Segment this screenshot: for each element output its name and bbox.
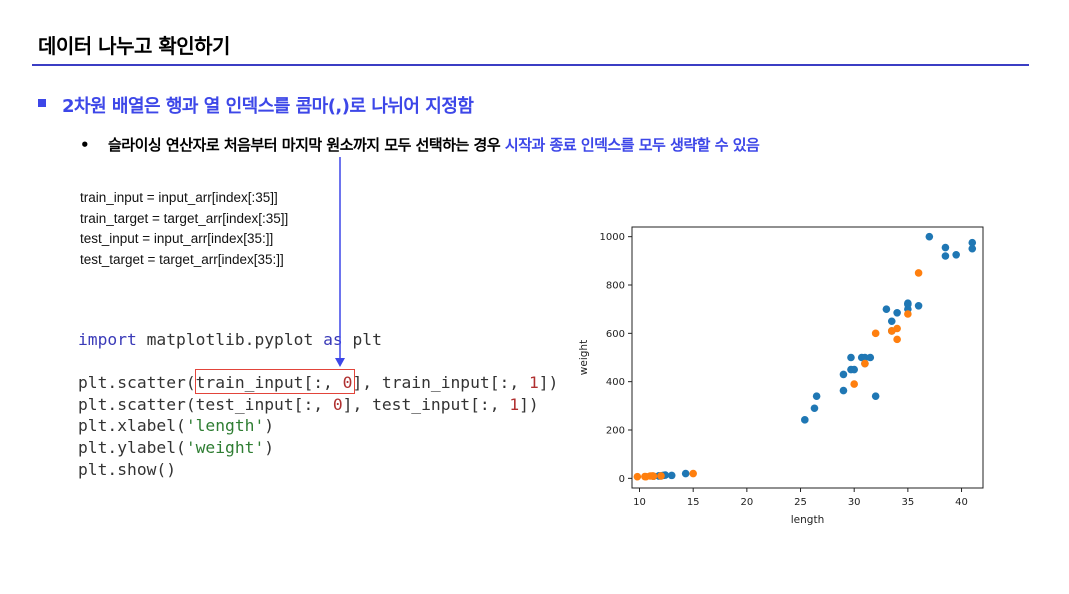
code-line: test_target = target_arr[index[35:]] bbox=[80, 251, 284, 267]
y-tick-label: 0 bbox=[619, 474, 625, 485]
train-point bbox=[801, 416, 809, 424]
code-line-show: plt.show() bbox=[78, 459, 177, 479]
y-tick-label: 1000 bbox=[600, 232, 625, 243]
code-line: test_input = input_arr[index[35:]] bbox=[80, 231, 274, 246]
test-point bbox=[861, 359, 869, 368]
x-tick-label: 10 bbox=[633, 497, 646, 508]
train-point bbox=[904, 300, 912, 309]
test-point bbox=[633, 472, 642, 481]
test-point bbox=[850, 380, 858, 388]
y-tick-label: 600 bbox=[606, 329, 625, 340]
train-point bbox=[893, 308, 901, 317]
bullet-slicing-note: 슬라이싱 연산자로 처음부터 마지막 원소까지 모두 선택하는 경우 시작과 종… bbox=[108, 134, 760, 155]
plot-code-block: import matplotlib.pyplot as plt plt.scat… bbox=[78, 329, 558, 480]
code-line-ylabel: plt.ylabel('weight') bbox=[78, 437, 275, 457]
test-point bbox=[904, 310, 912, 318]
title-divider bbox=[32, 64, 1029, 66]
train-point bbox=[968, 238, 977, 247]
test-point bbox=[914, 269, 923, 277]
code-line-scatter-test: plt.scatter(test_input[:, 0], test_input… bbox=[78, 394, 539, 414]
train-point bbox=[839, 386, 848, 395]
train-point bbox=[882, 305, 891, 313]
x-tick-label: 35 bbox=[901, 497, 914, 508]
y-axis-label: weight bbox=[578, 340, 590, 375]
code-line-scatter-train: plt.scatter(train_input[:, 0], train_inp… bbox=[78, 373, 559, 393]
test-point bbox=[871, 329, 880, 338]
train-point bbox=[925, 232, 934, 241]
train-point bbox=[887, 317, 896, 326]
square-bullet-icon bbox=[38, 99, 46, 107]
y-tick-label: 200 bbox=[606, 426, 625, 437]
train-point bbox=[850, 365, 858, 374]
slicing-note-text: 슬라이싱 연산자로 처음부터 마지막 원소까지 모두 선택하는 경우 bbox=[108, 136, 505, 154]
train-point bbox=[871, 392, 880, 400]
train-point bbox=[839, 370, 848, 379]
train-point bbox=[866, 353, 875, 362]
train-point bbox=[812, 392, 821, 400]
plot-frame bbox=[631, 226, 984, 489]
code-line: train_input = input_arr[index[:35]] bbox=[80, 190, 278, 205]
test-point bbox=[649, 472, 658, 481]
train-point bbox=[968, 244, 977, 253]
x-tick-label: 40 bbox=[955, 497, 968, 508]
y-tick-label: 800 bbox=[606, 281, 625, 292]
code-line: train_target = target_arr[index[:35]] bbox=[80, 210, 289, 226]
train-point bbox=[914, 301, 923, 310]
train-point bbox=[810, 404, 819, 413]
page-title: 데이터 나누고 확인하기 bbox=[38, 34, 230, 58]
x-axis-label: length bbox=[791, 514, 824, 526]
x-tick-label: 20 bbox=[740, 497, 753, 508]
highlight-box bbox=[195, 369, 355, 394]
train-point bbox=[861, 353, 869, 362]
train-point bbox=[952, 250, 960, 259]
test-point bbox=[657, 472, 665, 480]
split-code-block: train_input = input_arr[index[:35]]train… bbox=[80, 188, 288, 270]
train-point bbox=[847, 353, 855, 362]
code-line-xlabel: plt.xlabel('length') bbox=[78, 416, 275, 436]
train-point bbox=[667, 471, 676, 480]
x-tick-label: 15 bbox=[687, 497, 700, 508]
test-point bbox=[689, 469, 697, 478]
train-point bbox=[941, 243, 950, 252]
slicing-note-highlight: 시작과 종료 인덱스를 모두 생략할 수 있음 bbox=[504, 136, 760, 154]
dot-bullet-icon: • bbox=[80, 136, 90, 154]
test-point bbox=[893, 324, 901, 333]
code-line-import: import matplotlib.pyplot as plt bbox=[78, 330, 382, 349]
test-point bbox=[893, 335, 901, 344]
x-tick-label: 30 bbox=[848, 497, 861, 508]
y-tick-label: 400 bbox=[606, 377, 625, 388]
bullet-2d-array-indexing: 2차원 배열은 행과 열 인덱스를 콤마(,)로 나뉘어 지정함 bbox=[62, 96, 474, 117]
train-point bbox=[681, 469, 690, 478]
x-tick-label: 25 bbox=[794, 497, 807, 508]
train-point bbox=[941, 252, 950, 260]
